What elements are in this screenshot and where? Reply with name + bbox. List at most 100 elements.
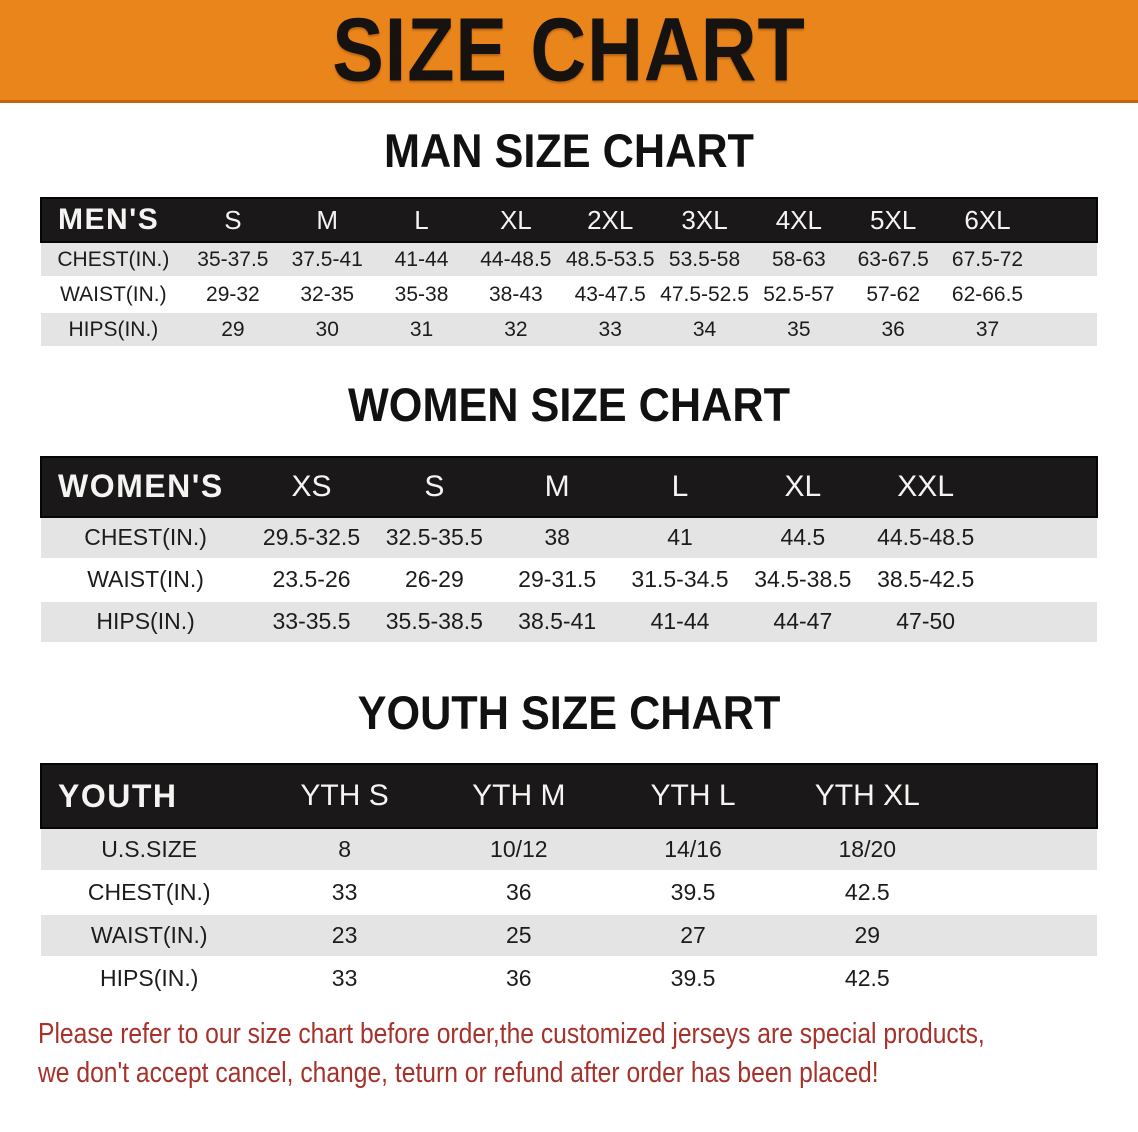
mens-size-column-header: L xyxy=(374,197,469,244)
youth-size-value-cell: 18/20 xyxy=(838,836,897,863)
womens-measurement-row: CHEST(IN.) 29.5-32.5 32.5-35.5 38 41 44.5 44.5… xyxy=(41,516,1097,559)
mens-measurement-row: WAIST(IN.) 29-32 32-35 35-38 38-43 43-47.5 47.… xyxy=(41,277,1097,313)
youth-size-value-cell: 33 xyxy=(331,879,358,906)
womens-size-value-cell: 41 xyxy=(667,524,693,551)
youth-header-row: YOUTH YTH S YTH M YTH L YTH XL xyxy=(39,763,1098,830)
notice-line-2: we don't accept cancel, change, teturn o… xyxy=(38,1057,879,1090)
womens-size-value-cell: 26-29 xyxy=(404,566,464,593)
mens-size-value-cell: 52.5-57 xyxy=(763,282,835,306)
mens-size-value-cell: 53.5-58 xyxy=(668,247,741,271)
mens-measurement-row: HIPS(IN.) 29 30 31 32 33 34 35 36 37 xyxy=(41,312,1097,348)
youth-size-value-cell: 29 xyxy=(854,922,881,949)
womens-size-value-cell: 41-44 xyxy=(650,608,710,635)
womens-row-filler xyxy=(987,517,1097,559)
youth-size-value-cell: 27 xyxy=(680,922,706,949)
youth-size-value-cell: 10/12 xyxy=(490,836,548,863)
mens-size-value-cell: 35-38 xyxy=(394,282,449,306)
youth-size-value-cell: 25 xyxy=(506,922,532,949)
youth-corner-label: YOUTH xyxy=(39,763,258,830)
youth-measurement-row: HIPS(IN.) 33 36 39.5 42.5 xyxy=(41,957,1097,1001)
banner: SIZE CHART xyxy=(0,0,1138,103)
womens-size-value-cell: 33-35.5 xyxy=(272,608,351,635)
mens-size-value-cell: 37 xyxy=(975,317,1000,341)
mens-size-value-cell: 35 xyxy=(787,317,811,341)
youth-size-value-cell: 36 xyxy=(506,879,532,906)
womens-size-value-cell: 47-50 xyxy=(896,608,956,635)
mens-size-value-cell: 58-63 xyxy=(771,247,826,271)
womens-size-value-cell: 38.5-42.5 xyxy=(877,566,975,593)
mens-size-table: MEN'S S M L XL 2XL 3XL 4XL 5XL 6XL CHEST(IN.) 35-37… xyxy=(40,197,1099,348)
youth-size-column-header: YTH M xyxy=(431,763,606,830)
youth-size-section: YOUTH SIZE CHART YOUTH YTH S YTH M YTH L YTH … xyxy=(0,685,1138,1001)
youth-row-filler xyxy=(954,828,1097,871)
womens-row-label: HIPS(IN.) xyxy=(96,608,195,635)
youth-size-value-cell: 14/16 xyxy=(664,836,722,863)
mens-corner-label: MEN'S xyxy=(40,197,186,244)
notice-line-1: Please refer to our size chart before or… xyxy=(38,1018,985,1051)
mens-size-value-cell: 29 xyxy=(221,317,245,341)
mens-size-value-cell: 29-32 xyxy=(206,282,260,306)
mens-size-value-cell: 37.5-41 xyxy=(291,247,363,271)
banner-title: SIZE CHART xyxy=(332,0,806,100)
youth-measurement-row: U.S.SIZE 8 10/12 14/16 18/20 xyxy=(41,828,1097,872)
section-heading-mens: MAN SIZE CHART xyxy=(384,124,754,177)
youth-header-filler xyxy=(954,763,1098,830)
mens-row-label: CHEST(IN.) xyxy=(57,247,170,271)
mens-size-value-cell: 44-48.5 xyxy=(480,247,552,271)
womens-size-value-cell: 34.5-38.5 xyxy=(754,566,852,593)
womens-size-value-cell: 44.5-48.5 xyxy=(877,524,975,551)
womens-header-filler xyxy=(987,455,1098,518)
youth-size-value-cell: 39.5 xyxy=(670,879,716,906)
mens-size-value-cell: 34 xyxy=(692,317,717,341)
mens-size-value-cell: 62-66.5 xyxy=(951,282,1024,306)
womens-size-value-cell: 38 xyxy=(544,524,570,551)
womens-size-value-cell: 29.5-32.5 xyxy=(262,524,361,551)
womens-size-value-cell: 29-31.5 xyxy=(518,566,597,593)
mens-row-filler xyxy=(1035,277,1097,312)
youth-size-value-cell: 39.5 xyxy=(670,965,716,992)
youth-size-table: YOUTH YTH S YTH M YTH L YTH XL U.S.SIZE 8 10/12… xyxy=(39,763,1098,1001)
womens-size-column-header: XL xyxy=(741,455,865,518)
mens-size-section: MAN SIZE CHART MEN'S S M L XL 2XL 3XL 4XL 5XL 6XL C… xyxy=(0,126,1138,348)
youth-size-column-header: YTH L xyxy=(605,763,781,830)
youth-size-column-header: YTH XL xyxy=(780,763,955,830)
womens-size-column-header: M xyxy=(495,455,619,518)
mens-size-value-cell: 31 xyxy=(409,317,434,341)
womens-size-section: WOMEN SIZE CHART WOMEN'S XS S M L XL XXL CHEST(I… xyxy=(0,380,1138,643)
section-heading-youth: YOUTH SIZE CHART xyxy=(357,685,781,739)
size-chart-sections: MAN SIZE CHART MEN'S S M L XL 2XL 3XL 4XL 5XL 6XL C… xyxy=(0,126,1138,1001)
womens-size-value-cell: 44-47 xyxy=(773,608,833,635)
womens-size-value-cell: 23.5-26 xyxy=(272,566,351,593)
womens-size-table: WOMEN'S XS S M L XL XXL CHEST(IN.) 29.5-32.5 32.5… xyxy=(39,455,1098,644)
womens-size-value-cell: 38.5-41 xyxy=(518,608,597,635)
mens-size-column-header: 5XL xyxy=(846,197,941,244)
womens-size-value-cell: 32.5-35.5 xyxy=(385,524,483,551)
womens-size-value-cell: 31.5-34.5 xyxy=(631,566,729,593)
size-chart-page: SIZE CHART MAN SIZE CHART MEN'S S M L XL 2XL 3X… xyxy=(0,0,1138,1090)
youth-row-label: CHEST(IN.) xyxy=(87,879,211,906)
youth-measurement-row: WAIST(IN.) 23 25 27 29 xyxy=(41,914,1097,958)
youth-row-filler xyxy=(954,914,1097,957)
mens-size-value-cell: 41-44 xyxy=(394,247,449,271)
mens-size-value-cell: 38-43 xyxy=(489,282,543,306)
section-heading-womens: WOMEN SIZE CHART xyxy=(347,378,790,432)
womens-row-label: CHEST(IN.) xyxy=(84,524,207,551)
mens-size-value-cell: 33 xyxy=(598,317,622,341)
youth-row-filler xyxy=(954,871,1097,914)
youth-size-value-cell: 33 xyxy=(331,965,358,992)
womens-size-value-cell: 35.5-38.5 xyxy=(385,608,483,635)
youth-size-value-cell: 36 xyxy=(506,965,532,992)
womens-corner-label: WOMEN'S xyxy=(39,455,251,518)
mens-size-value-cell: 43-47.5 xyxy=(574,282,646,306)
mens-size-column-header: 4XL xyxy=(751,197,847,244)
mens-measurement-row: CHEST(IN.) 35-37.5 37.5-41 41-44 44-48.5 48.5… xyxy=(41,242,1097,278)
womens-size-column-header: XXL xyxy=(864,455,988,518)
mens-row-filler xyxy=(1035,312,1097,347)
womens-header-row: WOMEN'S XS S M L XL XXL xyxy=(39,455,1098,518)
youth-size-value-cell: 23 xyxy=(331,922,358,949)
womens-row-label: WAIST(IN.) xyxy=(87,566,204,593)
womens-size-column-header: S xyxy=(372,455,496,518)
youth-measurement-row: CHEST(IN.) 33 36 39.5 42.5 xyxy=(41,871,1097,915)
mens-row-label: WAIST(IN.) xyxy=(60,282,167,306)
youth-size-value-cell: 8 xyxy=(338,836,351,863)
